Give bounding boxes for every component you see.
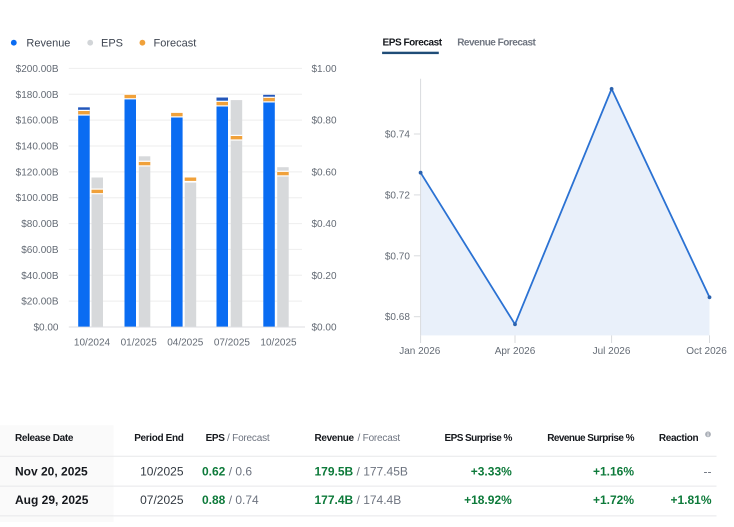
svg-text:$0.60: $0.60 [312, 167, 337, 178]
svg-text:$120.00B: $120.00B [16, 167, 59, 178]
svg-text:$0.74: $0.74 [385, 130, 410, 141]
svg-text:EPS: EPS [206, 433, 226, 444]
svg-text:+1.16%: +1.16% [593, 464, 634, 478]
svg-text:$0.68: $0.68 [385, 312, 410, 323]
svg-text:Revenue: Revenue [315, 433, 355, 444]
svg-text:$0.80: $0.80 [312, 116, 337, 127]
svg-text:Nov 20, 2025: Nov 20, 2025 [15, 464, 88, 478]
svg-text:07/2025: 07/2025 [140, 493, 184, 507]
svg-text:10/2025: 10/2025 [140, 464, 184, 478]
svg-text:--: -- [704, 464, 712, 478]
svg-text:Revenue Forecast: Revenue Forecast [457, 38, 536, 49]
svg-text:EPS Surprise %: EPS Surprise % [444, 433, 512, 444]
svg-text:Aug 29, 2025: Aug 29, 2025 [15, 493, 89, 507]
svg-text:177.4B / 174.4B: 177.4B / 174.4B [315, 493, 402, 507]
svg-text:04/2025: 04/2025 [167, 337, 204, 348]
svg-text:Jul 2026: Jul 2026 [593, 346, 631, 357]
svg-text:+3.33%: +3.33% [471, 464, 512, 478]
svg-text:$0.00: $0.00 [33, 323, 58, 334]
svg-text:/ Forecast: / Forecast [358, 433, 401, 444]
svg-text:$60.00B: $60.00B [21, 245, 59, 256]
svg-text:Forecast: Forecast [154, 38, 197, 50]
svg-text:Release Date: Release Date [15, 433, 74, 444]
svg-text:$140.00B: $140.00B [16, 142, 59, 153]
svg-text:Revenue Surprise %: Revenue Surprise % [547, 433, 634, 444]
svg-text:Reaction: Reaction [659, 433, 699, 444]
svg-text:$0.72: $0.72 [385, 190, 410, 201]
svg-text:Revenue: Revenue [26, 38, 70, 50]
svg-text:$80.00B: $80.00B [21, 219, 59, 230]
svg-text:$1.00: $1.00 [312, 64, 337, 75]
svg-text:Apr 2026: Apr 2026 [495, 346, 536, 357]
svg-text:+1.72%: +1.72% [593, 493, 634, 507]
svg-text:0.62 / 0.6: 0.62 / 0.6 [202, 464, 252, 478]
svg-text:10/2024: 10/2024 [74, 337, 111, 348]
svg-text:$0.70: $0.70 [385, 251, 410, 262]
svg-text:EPS: EPS [101, 38, 123, 50]
svg-text:$200.00B: $200.00B [16, 64, 59, 75]
svg-text:$20.00B: $20.00B [21, 297, 59, 308]
svg-text:$180.00B: $180.00B [16, 90, 59, 101]
svg-text:179.5B / 177.45B: 179.5B / 177.45B [315, 464, 408, 478]
svg-text:01/2025: 01/2025 [121, 337, 158, 348]
svg-text:07/2025: 07/2025 [214, 337, 251, 348]
svg-text:$0.00: $0.00 [312, 323, 337, 334]
svg-text:Oct 2026: Oct 2026 [686, 346, 727, 357]
svg-text:+18.92%: +18.92% [464, 493, 512, 507]
svg-text:EPS Forecast: EPS Forecast [383, 38, 443, 49]
svg-text:Jan 2026: Jan 2026 [399, 346, 441, 357]
svg-text:$160.00B: $160.00B [16, 116, 59, 127]
svg-text:$100.00B: $100.00B [16, 193, 59, 204]
svg-text:+1.81%: +1.81% [670, 493, 711, 507]
svg-text:Period End: Period End [134, 433, 184, 444]
svg-text:10/2025: 10/2025 [260, 337, 297, 348]
svg-text:i: i [707, 432, 709, 438]
svg-text:$40.00B: $40.00B [21, 271, 59, 282]
svg-text:/ Forecast: / Forecast [227, 433, 270, 444]
svg-text:$0.20: $0.20 [312, 271, 337, 282]
svg-text:0.88 / 0.74: 0.88 / 0.74 [202, 493, 259, 507]
svg-text:$0.40: $0.40 [312, 219, 337, 230]
